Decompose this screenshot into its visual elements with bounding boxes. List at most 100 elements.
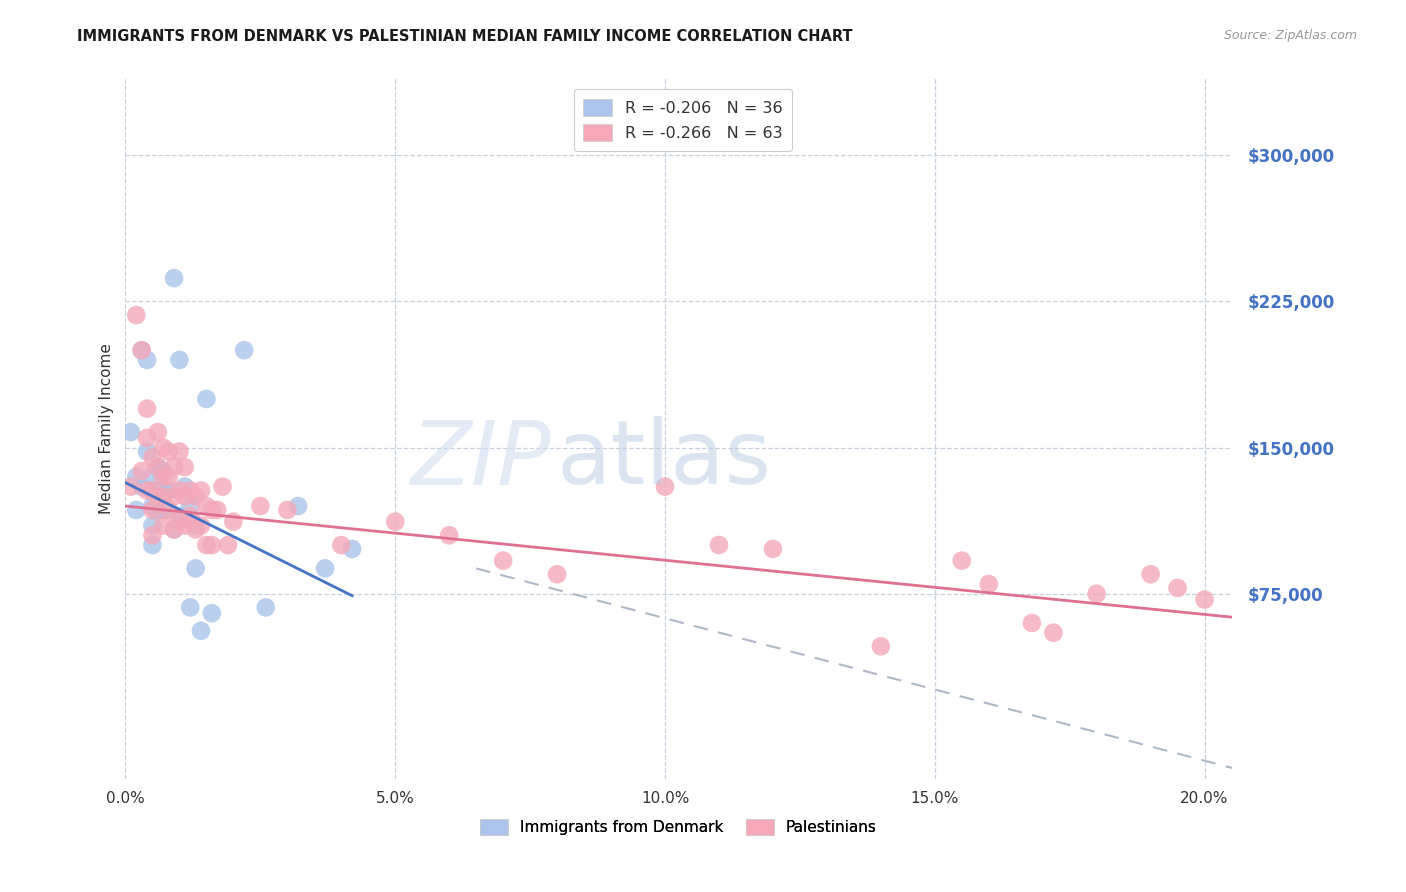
Point — [146, 425, 169, 439]
Text: IMMIGRANTS FROM DENMARK VS PALESTINIAN MEDIAN FAMILY INCOME CORRELATION CHART: IMMIGRANTS FROM DENMARK VS PALESTINIAN M… — [77, 29, 853, 44]
Point — [190, 518, 212, 533]
Point — [146, 460, 169, 475]
Point — [152, 441, 174, 455]
Point — [152, 470, 174, 484]
Point — [762, 541, 785, 556]
Point — [222, 515, 245, 529]
Point — [157, 470, 180, 484]
Point — [201, 503, 224, 517]
Text: atlas: atlas — [557, 417, 772, 503]
Point — [141, 483, 163, 498]
Point — [157, 444, 180, 458]
Point — [977, 577, 1000, 591]
Point — [131, 343, 153, 358]
Text: ZIP: ZIP — [411, 417, 551, 503]
Point — [314, 561, 336, 575]
Point — [146, 503, 169, 517]
Point — [1194, 592, 1216, 607]
Point — [141, 499, 163, 513]
Point — [254, 600, 277, 615]
Point — [384, 515, 406, 529]
Point — [184, 518, 207, 533]
Point — [125, 470, 148, 484]
Point — [217, 538, 239, 552]
Point — [173, 489, 195, 503]
Point — [163, 460, 186, 475]
Point — [141, 518, 163, 533]
Point — [195, 499, 218, 513]
Point — [131, 464, 153, 478]
Point — [233, 343, 256, 358]
Point — [141, 538, 163, 552]
Point — [169, 483, 191, 498]
Point — [287, 499, 309, 513]
Point — [141, 483, 163, 498]
Point — [1085, 587, 1108, 601]
Point — [141, 450, 163, 465]
Point — [201, 606, 224, 620]
Point — [169, 444, 191, 458]
Point — [141, 528, 163, 542]
Point — [131, 343, 153, 358]
Point — [1139, 567, 1161, 582]
Point — [146, 460, 169, 475]
Point — [152, 503, 174, 517]
Point — [179, 483, 201, 498]
Point — [141, 470, 163, 484]
Point — [173, 518, 195, 533]
Point — [136, 483, 159, 498]
Point — [152, 483, 174, 498]
Point — [125, 308, 148, 322]
Point — [136, 353, 159, 368]
Point — [136, 444, 159, 458]
Point — [146, 483, 169, 498]
Point — [1042, 625, 1064, 640]
Point — [169, 508, 191, 523]
Point — [546, 567, 568, 582]
Point — [163, 523, 186, 537]
Point — [707, 538, 730, 552]
Point — [169, 353, 191, 368]
Point — [173, 480, 195, 494]
Point — [179, 499, 201, 513]
Point — [169, 515, 191, 529]
Point — [249, 499, 271, 513]
Point — [120, 480, 142, 494]
Point — [190, 483, 212, 498]
Point — [136, 401, 159, 416]
Point — [195, 538, 218, 552]
Point — [136, 431, 159, 445]
Point — [195, 392, 218, 406]
Point — [201, 538, 224, 552]
Point — [869, 640, 891, 654]
Point — [340, 541, 363, 556]
Point — [179, 508, 201, 523]
Point — [184, 561, 207, 575]
Point — [152, 518, 174, 533]
Y-axis label: Median Family Income: Median Family Income — [100, 343, 114, 514]
Point — [152, 464, 174, 478]
Point — [179, 600, 201, 615]
Point — [173, 460, 195, 475]
Point — [437, 528, 460, 542]
Point — [276, 503, 298, 517]
Point — [120, 425, 142, 439]
Point — [1167, 581, 1189, 595]
Point — [492, 554, 515, 568]
Point — [157, 483, 180, 498]
Point — [157, 503, 180, 517]
Point — [163, 271, 186, 285]
Point — [131, 480, 153, 494]
Legend: Immigrants from Denmark, Palestinians: Immigrants from Denmark, Palestinians — [474, 814, 883, 841]
Point — [184, 489, 207, 503]
Point — [330, 538, 353, 552]
Point — [152, 489, 174, 503]
Point — [950, 554, 973, 568]
Point — [125, 503, 148, 517]
Point — [211, 480, 233, 494]
Point — [654, 480, 676, 494]
Point — [163, 523, 186, 537]
Point — [163, 489, 186, 503]
Point — [1021, 615, 1043, 630]
Text: Source: ZipAtlas.com: Source: ZipAtlas.com — [1223, 29, 1357, 42]
